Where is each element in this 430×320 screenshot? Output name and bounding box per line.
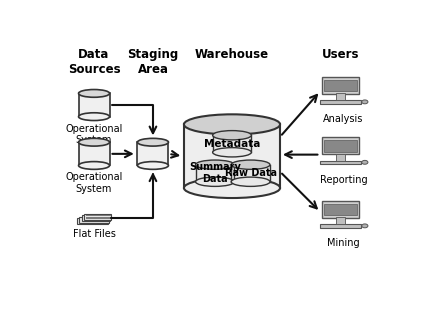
Text: Users: Users xyxy=(322,48,359,61)
Ellipse shape xyxy=(212,131,252,140)
Bar xyxy=(336,217,345,224)
FancyBboxPatch shape xyxy=(79,217,109,223)
Ellipse shape xyxy=(79,138,110,146)
Text: Staging
Area: Staging Area xyxy=(127,48,178,76)
Text: Operational
System: Operational System xyxy=(65,124,123,145)
FancyBboxPatch shape xyxy=(84,213,111,220)
Ellipse shape xyxy=(212,148,252,157)
Text: Summary
Data: Summary Data xyxy=(189,163,241,184)
Bar xyxy=(336,93,345,100)
Text: Raw Data: Raw Data xyxy=(224,168,276,178)
Ellipse shape xyxy=(196,177,234,186)
Ellipse shape xyxy=(196,160,234,169)
Ellipse shape xyxy=(184,178,280,198)
FancyBboxPatch shape xyxy=(320,224,361,228)
Ellipse shape xyxy=(79,113,110,121)
FancyBboxPatch shape xyxy=(77,218,108,224)
Text: Data
Sources: Data Sources xyxy=(68,48,120,76)
Ellipse shape xyxy=(231,160,270,169)
Bar xyxy=(324,204,357,215)
FancyBboxPatch shape xyxy=(322,137,359,154)
Text: Flat Files: Flat Files xyxy=(73,229,116,239)
FancyBboxPatch shape xyxy=(320,161,361,164)
FancyBboxPatch shape xyxy=(320,100,361,104)
Bar xyxy=(231,165,270,182)
Text: Operational
System: Operational System xyxy=(65,172,123,194)
Bar xyxy=(184,124,280,188)
Bar xyxy=(196,165,234,182)
Ellipse shape xyxy=(79,90,110,97)
FancyBboxPatch shape xyxy=(322,201,359,218)
Ellipse shape xyxy=(138,162,169,169)
Text: Reporting: Reporting xyxy=(320,175,367,185)
FancyBboxPatch shape xyxy=(82,215,111,221)
Bar xyxy=(324,140,357,152)
Bar xyxy=(79,93,110,117)
Bar xyxy=(212,135,252,152)
Bar xyxy=(79,142,110,165)
Bar xyxy=(336,154,345,161)
Ellipse shape xyxy=(79,162,110,169)
Bar xyxy=(138,142,169,165)
Text: Mining: Mining xyxy=(327,238,360,248)
Ellipse shape xyxy=(184,114,280,134)
Text: Warehouse: Warehouse xyxy=(195,48,269,61)
Ellipse shape xyxy=(362,224,368,228)
FancyBboxPatch shape xyxy=(322,77,359,94)
Ellipse shape xyxy=(138,138,169,146)
Bar xyxy=(324,80,357,91)
Ellipse shape xyxy=(362,160,368,164)
Ellipse shape xyxy=(362,100,368,104)
Text: Analysis: Analysis xyxy=(323,114,364,124)
Text: Metadata: Metadata xyxy=(204,139,260,149)
Ellipse shape xyxy=(231,177,270,186)
